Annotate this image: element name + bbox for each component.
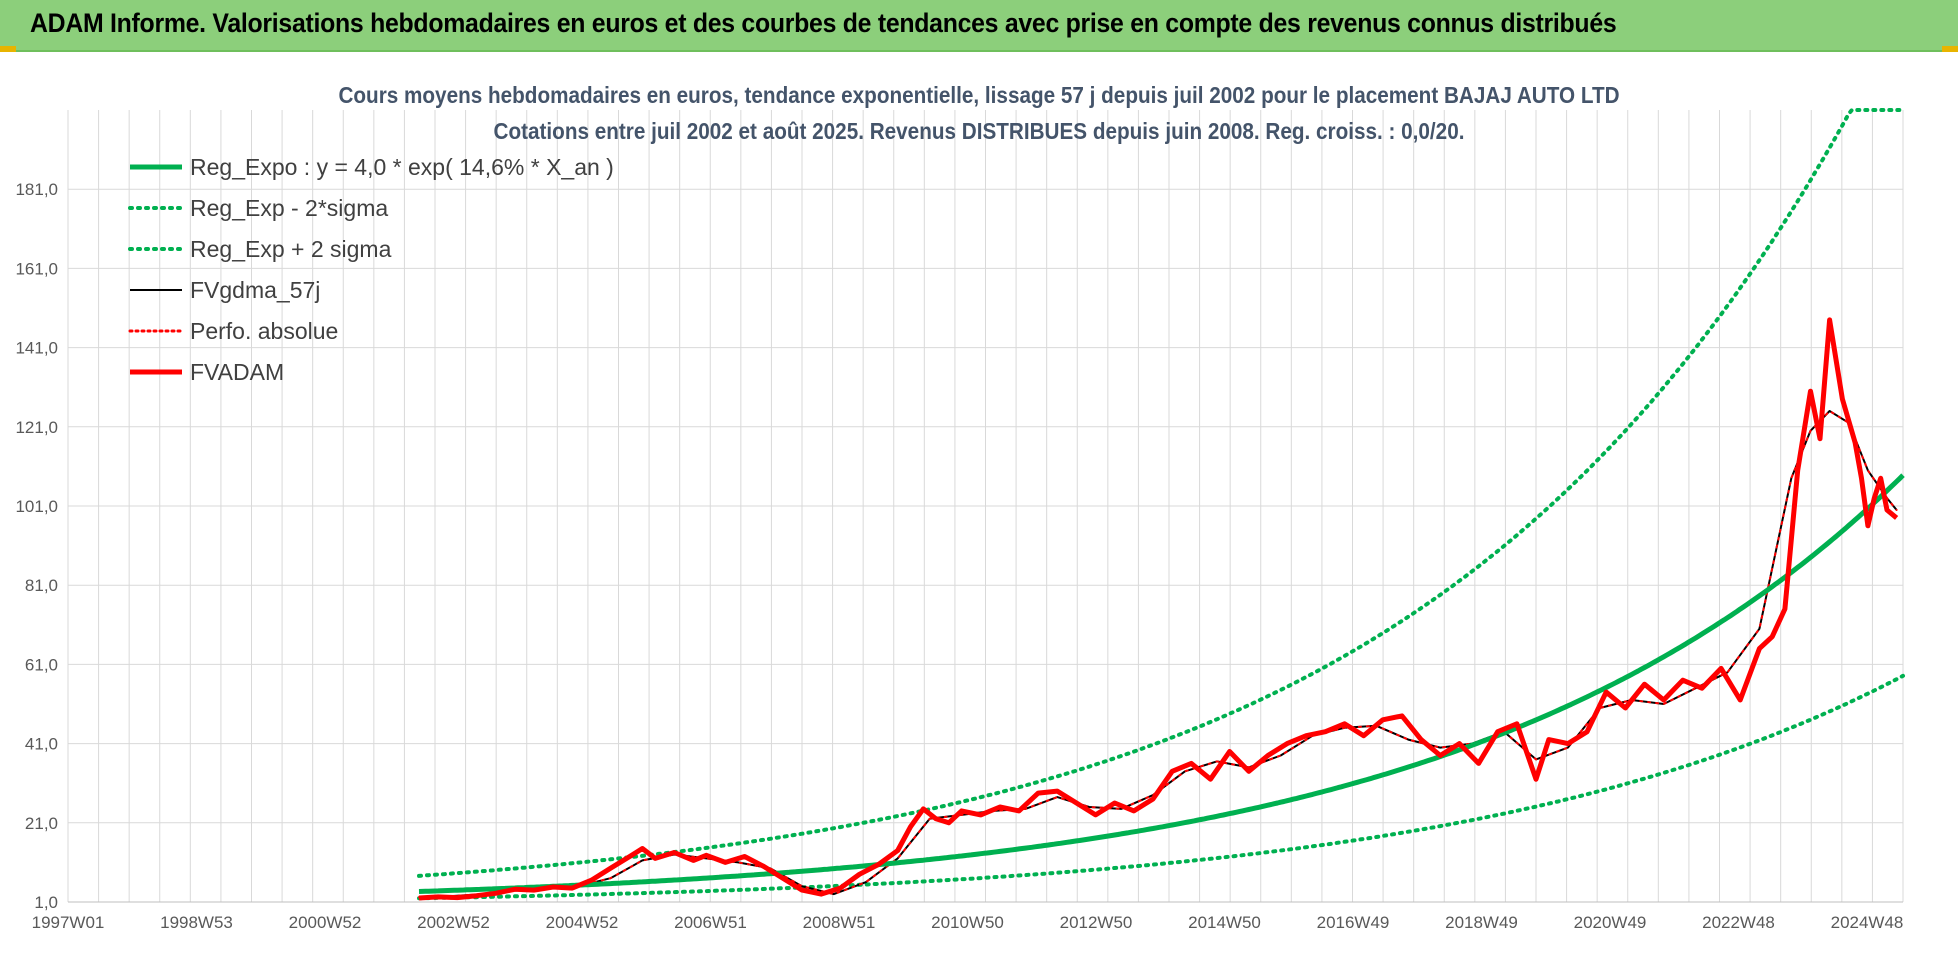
y-tick-label: 41,0 — [25, 735, 58, 754]
chart-svg: 1,0 21,0 41,0 61,0 81,0 101,0 121,0 141,0 161,0 1… — [15, 108, 1905, 932]
x-tick-label: 2006W51 — [674, 913, 747, 932]
x-tick-label: 2002W52 — [417, 913, 490, 932]
y-tick-label: 1,0 — [34, 893, 58, 912]
chart-subtitle: Cotations entre juil 2002 et août 2025. … — [493, 118, 1465, 144]
y-tick-label: 121,0 — [15, 418, 58, 437]
legend-label: FVgdma_57j — [190, 277, 320, 303]
x-tick-label: 2022W48 — [1702, 913, 1775, 932]
y-tick-label: 141,0 — [15, 339, 58, 358]
y-tick-label: 161,0 — [15, 259, 58, 278]
x-tick-label: 2024W48 — [1831, 913, 1904, 932]
legend-label: Reg_Expo : y = 4,0 * exp( 14,6% * X_an ) — [190, 154, 614, 180]
series-line-1 — [417, 673, 1905, 901]
y-tick-label: 101,0 — [15, 497, 58, 516]
x-tick-label: 2004W52 — [546, 913, 619, 932]
legend-label: FVADAM — [190, 359, 284, 385]
x-tick-label: 2018W49 — [1445, 913, 1518, 932]
legend-label: Reg_Exp - 2*sigma — [190, 195, 388, 221]
x-tick-label: 2014W50 — [1188, 913, 1261, 932]
x-tick-label: 2020W49 — [1574, 913, 1647, 932]
x-tick-label: 2016W49 — [1317, 913, 1390, 932]
chart-title: Cours moyens hebdomadaires en euros, ten… — [338, 82, 1620, 108]
y-tick-label: 61,0 — [25, 655, 58, 674]
legend-label: Reg_Exp + 2 sigma — [190, 236, 392, 262]
x-tick-label: 2008W51 — [803, 913, 876, 932]
series-line-5 — [418, 317, 1899, 901]
x-tick-label: 1997W01 — [32, 913, 105, 932]
chart-area: 1,0 21,0 41,0 61,0 81,0 101,0 121,0 141,0 161,0 1… — [0, 52, 1958, 978]
series-line-0 — [418, 473, 1905, 894]
y-tick-label: 21,0 — [25, 814, 58, 833]
report-title: ADAM Informe. Valorisations hebdomadaire… — [30, 8, 1617, 38]
y-tick-label: 81,0 — [25, 576, 58, 595]
corner-marker-left — [0, 46, 16, 52]
legend-label: Perfo. absolue — [190, 318, 338, 344]
y-tick-label: 181,0 — [15, 180, 58, 199]
x-tick-label: 2000W52 — [289, 913, 362, 932]
corner-marker-right — [1942, 46, 1958, 52]
header-bar: ADAM Informe. Valorisations hebdomadaire… — [0, 0, 1958, 52]
x-tick-label: 2012W50 — [1060, 913, 1133, 932]
x-tick-label: 2010W50 — [931, 913, 1004, 932]
x-tick-label: 1998W53 — [160, 913, 233, 932]
